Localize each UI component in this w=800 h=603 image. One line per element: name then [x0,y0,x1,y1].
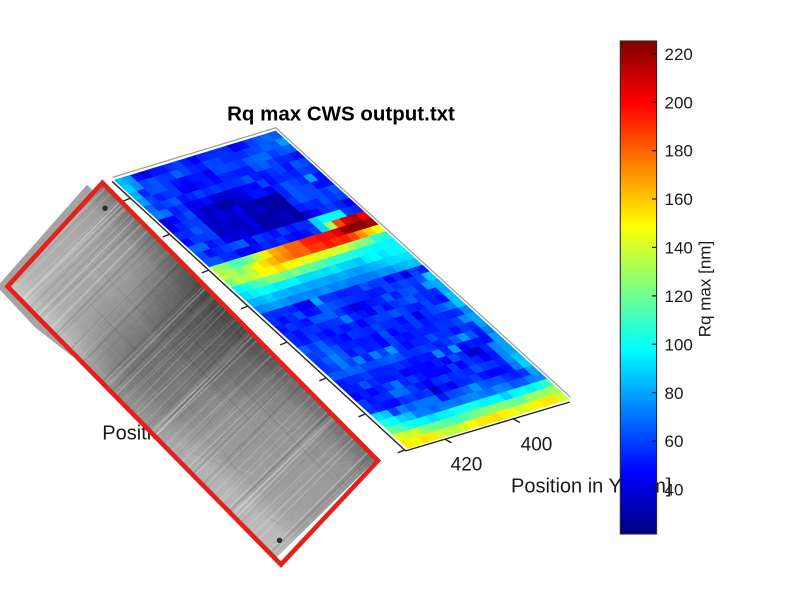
svg-text:400: 400 [521,435,553,456]
svg-text:80: 80 [665,384,684,403]
svg-text:60: 60 [665,432,684,451]
svg-text:140: 140 [665,239,693,258]
svg-text:100: 100 [665,335,693,354]
svg-text:160: 160 [665,190,693,209]
svg-text:40: 40 [665,481,684,500]
svg-text:Rq max [nm]: Rq max [nm] [696,241,715,337]
svg-text:Rq max CWS output.txt: Rq max CWS output.txt [227,102,455,125]
svg-text:220: 220 [665,45,693,64]
svg-text:180: 180 [665,142,693,161]
svg-text:200: 200 [665,93,693,112]
svg-text:420: 420 [451,455,483,476]
svg-text:120: 120 [665,287,693,306]
